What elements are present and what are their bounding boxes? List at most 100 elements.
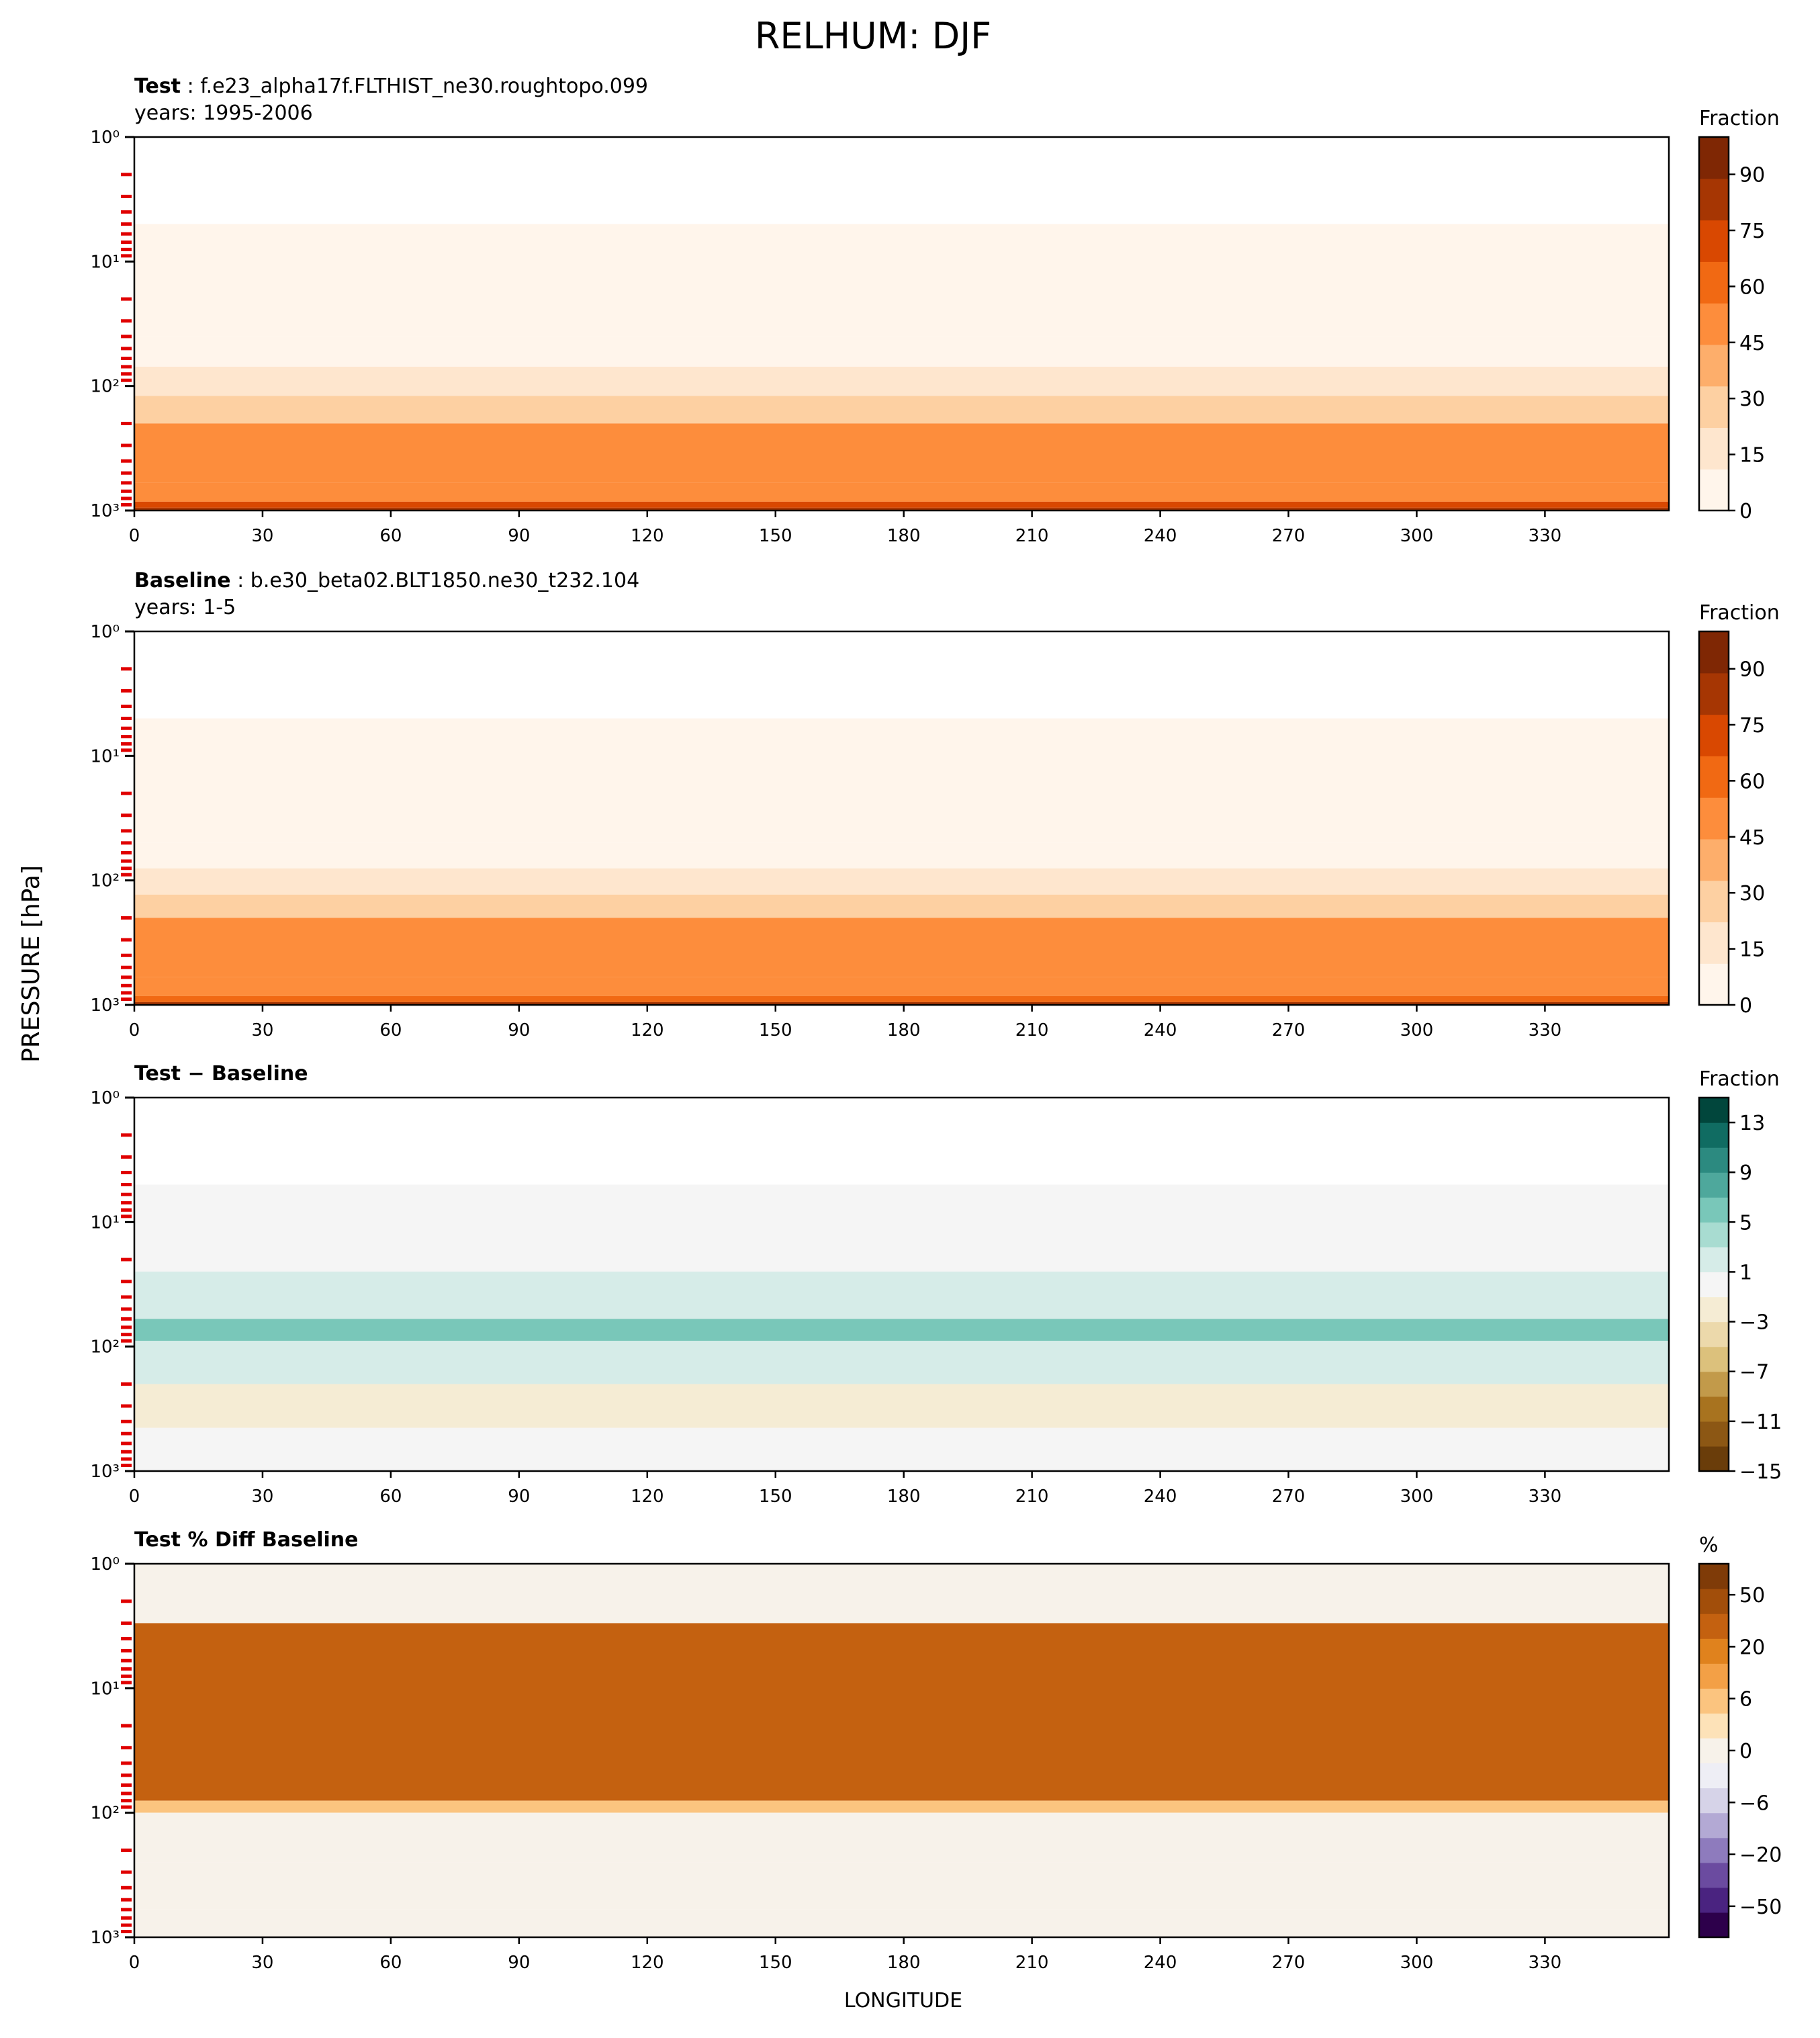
contour-band bbox=[134, 1800, 1669, 1813]
colorbar-swatch bbox=[1699, 1247, 1729, 1273]
colorbar-swatch bbox=[1699, 1663, 1729, 1689]
colorbar-swatch bbox=[1699, 1787, 1729, 1814]
colorbar-tick-label: 60 bbox=[1739, 275, 1765, 299]
panel-test: Test : f.e23_alpha17f.FLTHIST_ne30.rough… bbox=[90, 75, 1779, 546]
colorbar-swatch bbox=[1699, 469, 1729, 511]
x-tick-label: 0 bbox=[129, 1953, 140, 1973]
contour-band bbox=[134, 336, 1669, 367]
x-tick-label: 330 bbox=[1529, 1487, 1562, 1507]
x-tick-label: 120 bbox=[631, 1020, 664, 1040]
x-axis-label: LONGITUDE bbox=[844, 1989, 962, 2012]
contour-band bbox=[134, 1384, 1669, 1428]
contour-band bbox=[134, 918, 1669, 977]
x-tick-label: 240 bbox=[1144, 1487, 1177, 1507]
x-tick-label: 210 bbox=[1015, 1953, 1049, 1973]
colorbar-swatch bbox=[1699, 1098, 1729, 1123]
contour-band bbox=[134, 1812, 1669, 1863]
colorbar-swatch bbox=[1699, 1887, 1729, 1913]
colorbar-swatch bbox=[1699, 1763, 1729, 1789]
x-tick-label: 150 bbox=[759, 1020, 792, 1040]
colorbar-swatch bbox=[1699, 427, 1729, 470]
colorbar-tick-label: 50 bbox=[1739, 1584, 1765, 1607]
colorbar-swatch bbox=[1699, 922, 1729, 964]
plot-frame bbox=[133, 1096, 1670, 1472]
y-tick-label: 10² bbox=[90, 1337, 120, 1358]
colorbar-tick-label: −15 bbox=[1739, 1460, 1782, 1484]
contour-band bbox=[134, 366, 1669, 396]
colorbar-frame bbox=[1698, 136, 1730, 512]
y-tick-label: 10⁰ bbox=[90, 622, 120, 642]
panel-baseline: Baseline : b.e30_beta02.BLT1850.ne30_t23… bbox=[90, 569, 1779, 1040]
y-tick-label: 10³ bbox=[90, 501, 120, 521]
contour-band bbox=[134, 1341, 1669, 1384]
colorbar-swatch bbox=[1699, 1613, 1729, 1639]
x-tick-label: 90 bbox=[508, 1953, 530, 1973]
x-tick-label: 60 bbox=[379, 526, 402, 546]
y-tick-label: 10¹ bbox=[90, 1679, 120, 1699]
x-tick-label: 240 bbox=[1144, 1953, 1177, 1973]
colorbar-swatch bbox=[1699, 880, 1729, 923]
contour-band bbox=[134, 1002, 1669, 1005]
contour-band bbox=[134, 894, 1669, 918]
x-tick-label: 240 bbox=[1144, 526, 1177, 546]
colorbar-label: Fraction bbox=[1699, 1067, 1780, 1091]
x-tick-label: 330 bbox=[1529, 1953, 1562, 1973]
colorbar-label: Fraction bbox=[1699, 107, 1780, 130]
colorbar-tick-label: 75 bbox=[1739, 220, 1765, 243]
colorbar-label: Fraction bbox=[1699, 601, 1780, 625]
y-tick-label: 10² bbox=[90, 1804, 120, 1824]
panel-title: Test % Diff Baseline bbox=[134, 1528, 359, 1552]
contour-band bbox=[134, 718, 1669, 843]
colorbar-tick-label: 0 bbox=[1739, 1740, 1752, 1763]
figure-title: RELHUM: DJF bbox=[755, 15, 991, 57]
colorbar: % 50 20 6 0 −6 −20 −50 bbox=[1698, 1534, 1782, 1939]
colorbar-frame bbox=[1698, 630, 1730, 1006]
x-tick-label: 90 bbox=[508, 526, 530, 546]
colorbar-swatch bbox=[1699, 1688, 1729, 1714]
colorbar-swatch bbox=[1699, 137, 1729, 179]
x-tick-label: 150 bbox=[759, 1953, 792, 1973]
colorbar-swatch bbox=[1699, 1421, 1729, 1447]
y-tick-label: 10⁰ bbox=[90, 128, 120, 148]
x-tick-label: 270 bbox=[1272, 1487, 1306, 1507]
colorbar-swatch bbox=[1699, 1346, 1729, 1372]
contour-band bbox=[134, 1909, 1669, 1937]
x-tick-label: 30 bbox=[251, 1487, 273, 1507]
colorbar-swatch bbox=[1699, 1321, 1729, 1347]
x-tick-label: 0 bbox=[129, 526, 140, 546]
colorbar: Fraction 90 75 60 45 30 15 0 bbox=[1698, 601, 1780, 1018]
contour-band bbox=[134, 1319, 1669, 1341]
contour-band bbox=[134, 631, 1669, 719]
panel-title-bold: Baseline bbox=[134, 569, 231, 592]
colorbar-tick-label: 0 bbox=[1739, 994, 1752, 1018]
x-tick-label: 60 bbox=[379, 1020, 402, 1040]
x-tick-label: 300 bbox=[1400, 526, 1434, 546]
contour-band bbox=[134, 995, 1669, 1002]
y-tick-label: 10¹ bbox=[90, 1212, 120, 1233]
x-tick-label: 90 bbox=[508, 1487, 530, 1507]
plot-area: 0 30 60 90 120 150 180 210 240 270 300 330 10⁰ 10¹ 10²… bbox=[90, 1554, 1670, 1973]
panel-subtitle: years: 1995-2006 bbox=[134, 101, 313, 125]
colorbar-swatch bbox=[1699, 1912, 1729, 1938]
colorbar-swatch bbox=[1699, 261, 1729, 304]
colorbar-swatch bbox=[1699, 631, 1729, 674]
colorbar-tick-label: 60 bbox=[1739, 770, 1765, 793]
colorbar-tick-label: 13 bbox=[1739, 1112, 1765, 1135]
x-tick-label: 0 bbox=[129, 1020, 140, 1040]
colorbar-swatch bbox=[1699, 1172, 1729, 1198]
x-tick-label: 60 bbox=[379, 1953, 402, 1973]
x-tick-label: 270 bbox=[1272, 1953, 1306, 1973]
x-tick-label: 30 bbox=[251, 1020, 273, 1040]
colorbar-swatch bbox=[1699, 1738, 1729, 1764]
plot-area: 0 30 60 90 120 150 180 210 240 270 300 330 10⁰ 10¹ 10²… bbox=[90, 622, 1670, 1040]
plot-frame bbox=[133, 136, 1670, 512]
panel-difference: Test − Baseline 0 30 60 90 120 150 180 210 240 27… bbox=[90, 1062, 1782, 1507]
contour-band bbox=[134, 482, 1669, 502]
colorbar-swatch bbox=[1699, 1396, 1729, 1422]
colorbar-swatch bbox=[1699, 797, 1729, 840]
contour-band bbox=[134, 1184, 1669, 1272]
colorbar-tick-label: 6 bbox=[1739, 1688, 1752, 1712]
panel-title-rest: : f.e23_alpha17f.FLTHIST_ne30.roughtopo.… bbox=[181, 75, 648, 98]
x-tick-label: 120 bbox=[631, 1953, 664, 1973]
colorbar-swatch bbox=[1699, 1713, 1729, 1739]
